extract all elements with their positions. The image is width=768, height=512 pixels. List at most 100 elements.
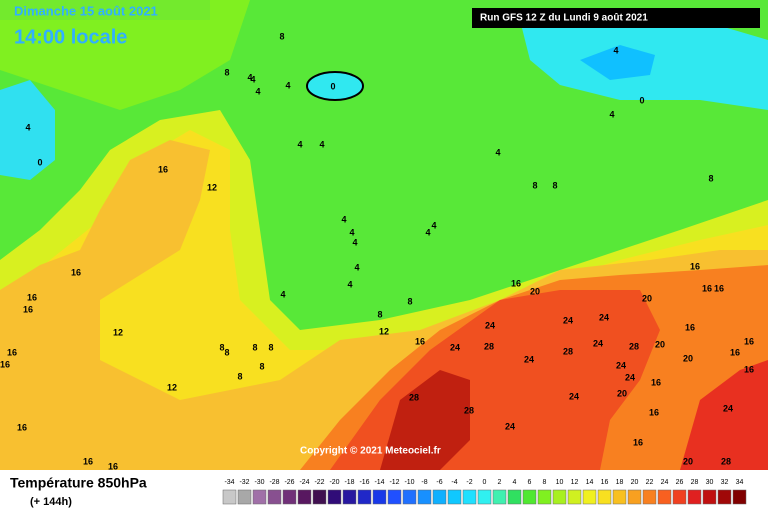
contour-label: 24 <box>616 360 626 370</box>
field-cold-cell <box>306 71 364 101</box>
contour-label: 16 <box>651 377 661 387</box>
legend-swatch <box>372 489 387 505</box>
contour-label: 4 <box>347 279 352 289</box>
contour-label: 20 <box>530 286 540 296</box>
legend-label: -16 <box>359 479 369 486</box>
contour-label: 16 <box>714 283 724 293</box>
legend-swatch <box>357 489 372 505</box>
legend-swatch <box>612 489 627 505</box>
legend-label: 18 <box>616 479 624 486</box>
title-band <box>0 0 210 20</box>
contour-label: 8 <box>268 342 273 352</box>
legend-label: 32 <box>721 479 729 486</box>
contour-label: 4 <box>255 86 260 96</box>
contour-label: 24 <box>599 312 609 322</box>
legend-label: -34 <box>224 479 234 486</box>
contour-label: 8 <box>708 173 713 183</box>
legend-label: 14 <box>586 479 594 486</box>
legend-label: 26 <box>676 479 684 486</box>
legend-label: -12 <box>389 479 399 486</box>
contour-label: 8 <box>407 296 412 306</box>
contour-label: 24 <box>625 372 635 382</box>
contour-label: 12 <box>379 326 389 336</box>
contour-label: 16 <box>108 461 118 471</box>
contour-label: 4 <box>352 237 357 247</box>
legend-swatch <box>282 489 297 505</box>
contour-label: 4 <box>341 214 346 224</box>
legend-label: 2 <box>498 479 502 486</box>
legend-swatch <box>687 489 702 505</box>
legend-label: 30 <box>706 479 714 486</box>
legend-label: 6 <box>528 479 532 486</box>
contour-label: 8 <box>224 67 229 77</box>
legend-label: 20 <box>631 479 639 486</box>
legend-swatch <box>717 489 732 505</box>
legend-label: 8 <box>543 479 547 486</box>
contour-label: 20 <box>642 293 652 303</box>
contour-label: 24 <box>593 338 603 348</box>
field-m4 <box>580 45 655 80</box>
legend-swatch <box>582 489 597 505</box>
contour-label: 28 <box>629 341 639 351</box>
legend-label: -24 <box>299 479 309 486</box>
legend-label: 0 <box>483 479 487 486</box>
contour-label: 8 <box>377 309 382 319</box>
contour-label: 4 <box>319 139 324 149</box>
contour-label: 12 <box>113 327 123 337</box>
contour-label: 4 <box>247 72 252 82</box>
contour-label: 28 <box>721 456 731 466</box>
legend-swatch <box>342 489 357 505</box>
legend-label: 28 <box>691 479 699 486</box>
field-30 <box>380 370 470 470</box>
legend-swatch <box>462 489 477 505</box>
legend-swatch <box>732 489 747 505</box>
contour-label: 16 <box>685 322 695 332</box>
contour-label: 20 <box>655 339 665 349</box>
legend-label: -2 <box>466 479 472 486</box>
contour-label: 16 <box>71 267 81 277</box>
legend-swatch <box>702 489 717 505</box>
contour-label: 16 <box>744 364 754 374</box>
contour-label: 16 <box>690 261 700 271</box>
legend-swatch <box>222 489 237 505</box>
contour-label: 4 <box>609 109 614 119</box>
legend-swatch <box>252 489 267 505</box>
map-time: 14:00 locale <box>14 26 127 48</box>
legend-label: 34 <box>736 479 744 486</box>
legend-label: -14 <box>374 479 384 486</box>
legend-swatch <box>507 489 522 505</box>
legend-swatch <box>477 489 492 505</box>
contour-label: 16 <box>0 359 10 369</box>
map-fields <box>0 0 768 470</box>
contour-label: 28 <box>409 392 419 402</box>
legend-label: 24 <box>661 479 669 486</box>
legend-swatch <box>627 489 642 505</box>
contour-label: 28 <box>464 405 474 415</box>
field-west-cold <box>0 80 55 180</box>
run-box <box>472 8 760 28</box>
contour-label: 24 <box>563 315 573 325</box>
legend-label: 22 <box>646 479 654 486</box>
contour-label: 4 <box>495 147 500 157</box>
legend-swatch <box>237 489 252 505</box>
contour-label: 16 <box>744 336 754 346</box>
field-east <box>680 360 768 470</box>
legend-swatch <box>402 489 417 505</box>
map-date: Dimanche 15 août 2021 <box>14 3 158 18</box>
contour-label: 24 <box>524 354 534 364</box>
contour-label: 4 <box>613 45 618 55</box>
legend-label: -28 <box>269 479 279 486</box>
legend-label: -26 <box>284 479 294 486</box>
contour-label: 4 <box>285 80 290 90</box>
legend-label: -20 <box>329 479 339 486</box>
legend-swatch <box>312 489 327 505</box>
contour-label: 16 <box>702 283 712 293</box>
legend-swatch <box>552 489 567 505</box>
legend-label: -22 <box>314 479 324 486</box>
contour-label: 16 <box>730 347 740 357</box>
contour-label: 4 <box>25 122 30 132</box>
contour-label: 28 <box>563 346 573 356</box>
contour-label: 16 <box>27 292 37 302</box>
legend-label: -18 <box>344 479 354 486</box>
